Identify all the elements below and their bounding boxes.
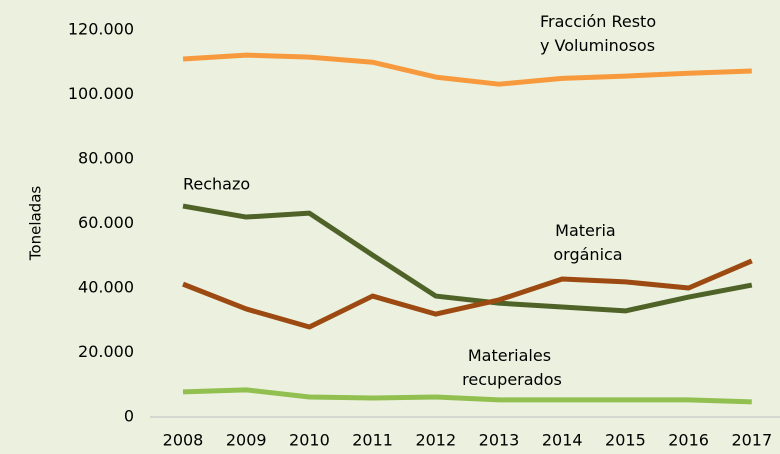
series-label-line: orgánica	[553, 245, 622, 264]
x-tick-label: 2010	[289, 431, 330, 450]
series-label: Materia orgánica	[553, 221, 622, 264]
series-label-line: Materiales	[468, 346, 556, 365]
y-tick-label: 20.000	[78, 342, 134, 361]
x-tick-label: 2016	[668, 431, 709, 450]
series-label-line: Fracción Resto	[540, 12, 661, 31]
y-tick-label: 40.000	[78, 278, 134, 297]
x-tick-label: 2011	[352, 431, 393, 450]
series-label-line: y Voluminosos	[540, 36, 655, 55]
x-tick-label: 2012	[415, 431, 456, 450]
y-tick-label: 100.000	[68, 84, 134, 103]
y-axis-label: Toneladas	[27, 186, 45, 262]
series-line	[182, 52, 752, 87]
y-tick-label: 120.000	[68, 20, 134, 39]
x-tick-label: 2017	[731, 431, 772, 450]
y-tick-label: 80.000	[78, 149, 134, 168]
y-tick-label: 0	[124, 407, 134, 426]
series-line	[182, 387, 752, 405]
series-line	[182, 258, 753, 330]
series-label: Rechazo	[183, 175, 250, 194]
series-label: Fracción Resto y Voluminosos	[540, 12, 661, 55]
x-tick-label: 2015	[605, 431, 646, 450]
x-tick-label: 2013	[479, 431, 520, 450]
series-line	[182, 203, 753, 314]
x-tick-label: 2009	[226, 431, 267, 450]
series-label: Materiales recuperados	[462, 346, 562, 389]
y-tick-label: 60.000	[78, 213, 134, 232]
series-label-line: Materia	[555, 221, 621, 240]
series-label-line: recuperados	[462, 370, 562, 389]
x-tick-label: 2014	[542, 431, 583, 450]
x-tick-label: 2008	[163, 431, 204, 450]
